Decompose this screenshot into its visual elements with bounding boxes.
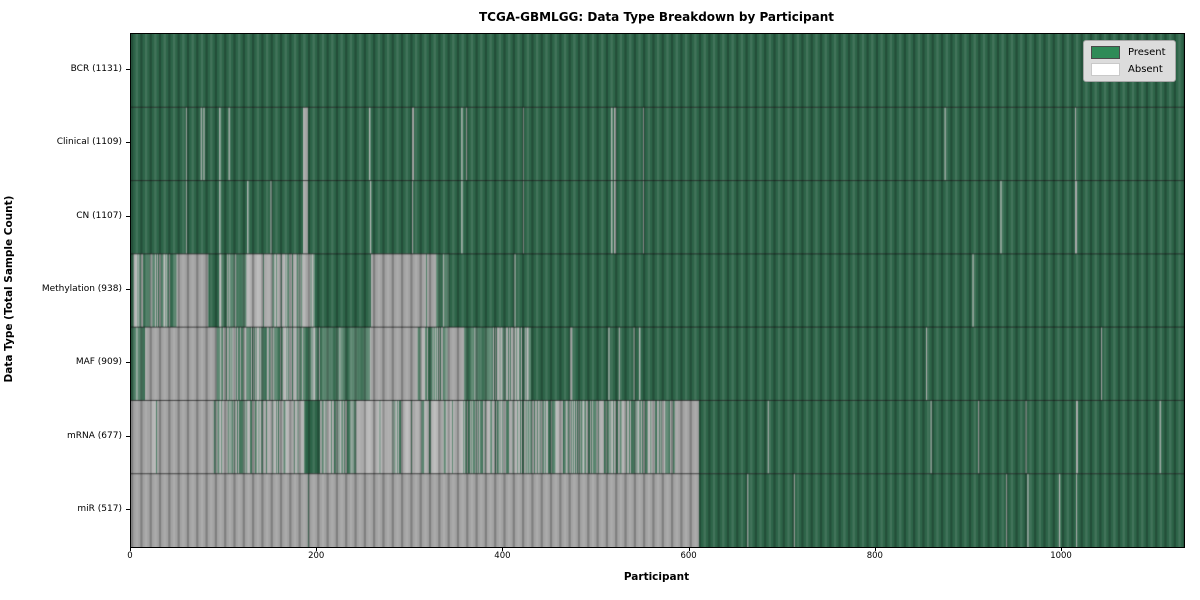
x-tick-label: 600 [680, 551, 697, 561]
y-axis-title: Data Type (Total Sample Count) [3, 195, 15, 383]
y-tick [126, 69, 130, 71]
x-tick-label: 1000 [1050, 551, 1072, 561]
x-tick [316, 547, 318, 551]
x-tick [688, 547, 690, 551]
legend-label: Present [1128, 46, 1166, 58]
x-tick-label: 200 [308, 551, 325, 561]
legend-label: Absent [1128, 63, 1163, 75]
x-tick-label: 800 [866, 551, 883, 561]
legend: Present Absent [1083, 40, 1176, 82]
legend-swatch-absent [1091, 63, 1120, 76]
y-tick [126, 215, 130, 217]
y-tick [126, 289, 130, 290]
y-tick [126, 362, 130, 364]
row-label-CN: CN (1107) [76, 210, 122, 221]
y-tick [126, 435, 130, 437]
legend-swatch-present [1091, 46, 1120, 59]
legend-item-absent: Absent [1091, 63, 1166, 76]
row-label-Clinical: Clinical (1109) [56, 137, 122, 148]
x-tick-label: 400 [494, 551, 511, 561]
x-tick [502, 547, 504, 551]
x-axis-title: Participant [623, 571, 690, 583]
row-label-miR: miR (517) [77, 503, 122, 514]
row-label-mRNA: mRNA (677) [67, 430, 122, 441]
plot-area [130, 33, 1185, 548]
x-tick [130, 547, 131, 551]
x-tick-label: 0 [127, 551, 133, 561]
y-tick [126, 142, 130, 144]
row-label-MAF: MAF (909) [75, 357, 122, 368]
x-tick [874, 547, 876, 551]
heatmap-canvas [131, 34, 1184, 547]
legend-item-present: Present [1091, 46, 1166, 59]
row-label-BCR: BCR (1131) [70, 64, 122, 75]
chart-title: TCGA-GBMLGG: Data Type Breakdown by Part… [479, 10, 834, 24]
y-tick [126, 508, 130, 510]
row-label-Methylation: Methylation (938) [41, 284, 122, 294]
y-axis-labels: BCR (1131) Clinical (1109) CN (1107) Methyl… [0, 0, 122, 600]
x-tick [1061, 547, 1063, 551]
